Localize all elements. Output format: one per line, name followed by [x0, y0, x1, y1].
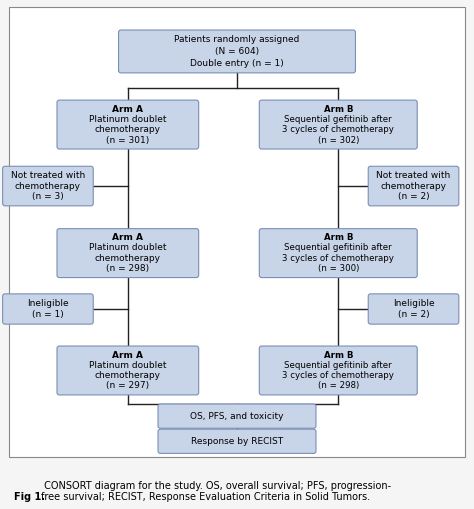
Text: Platinum doublet: Platinum doublet — [89, 115, 166, 124]
Text: 3 cycles of chemotherapy: 3 cycles of chemotherapy — [283, 125, 394, 134]
Text: (n = 301): (n = 301) — [106, 135, 149, 145]
FancyBboxPatch shape — [259, 100, 417, 149]
Text: (n = 2): (n = 2) — [398, 192, 429, 201]
Text: Sequential gefitinib after: Sequential gefitinib after — [284, 243, 392, 252]
FancyBboxPatch shape — [158, 404, 316, 428]
FancyBboxPatch shape — [57, 346, 199, 395]
Text: Ineligible: Ineligible — [392, 299, 434, 308]
FancyBboxPatch shape — [3, 294, 93, 324]
Text: Sequential gefitinib after: Sequential gefitinib after — [284, 361, 392, 370]
Text: Double entry (n = 1): Double entry (n = 1) — [190, 59, 284, 68]
Text: Ineligible: Ineligible — [27, 299, 69, 308]
Text: chemotherapy: chemotherapy — [95, 125, 161, 134]
Text: (n = 297): (n = 297) — [106, 381, 149, 390]
FancyBboxPatch shape — [118, 30, 356, 73]
Text: Platinum doublet: Platinum doublet — [89, 243, 166, 252]
Text: Not treated with: Not treated with — [11, 171, 85, 180]
Text: Arm B: Arm B — [324, 105, 353, 114]
Text: 3 cycles of chemotherapy: 3 cycles of chemotherapy — [283, 254, 394, 263]
Text: Patients randomly assigned: Patients randomly assigned — [174, 35, 300, 44]
Text: Arm A: Arm A — [112, 233, 143, 242]
Text: OS, PFS, and toxicity: OS, PFS, and toxicity — [190, 412, 284, 420]
Text: Response by RECIST: Response by RECIST — [191, 437, 283, 446]
Text: (n = 2): (n = 2) — [398, 310, 429, 319]
FancyBboxPatch shape — [259, 229, 417, 277]
Text: Not treated with: Not treated with — [376, 171, 451, 180]
Text: (n = 1): (n = 1) — [32, 310, 64, 319]
Text: 3 cycles of chemotherapy: 3 cycles of chemotherapy — [283, 371, 394, 380]
Text: chemotherapy: chemotherapy — [95, 254, 161, 263]
Text: Arm B: Arm B — [324, 233, 353, 242]
Text: Arm A: Arm A — [112, 351, 143, 359]
Text: (n = 300): (n = 300) — [318, 264, 359, 273]
Text: Arm B: Arm B — [324, 351, 353, 359]
Text: Fig 1.: Fig 1. — [14, 492, 45, 502]
Text: chemotherapy: chemotherapy — [95, 371, 161, 380]
Text: Arm A: Arm A — [112, 105, 143, 114]
FancyBboxPatch shape — [368, 294, 459, 324]
Text: Platinum doublet: Platinum doublet — [89, 361, 166, 370]
Text: CONSORT diagram for the study. OS, overall survival; PFS, progression-
free surv: CONSORT diagram for the study. OS, overa… — [41, 481, 392, 502]
Text: (n = 298): (n = 298) — [318, 381, 359, 390]
Text: (n = 302): (n = 302) — [318, 135, 359, 145]
Text: (n = 3): (n = 3) — [32, 192, 64, 201]
Text: (n = 298): (n = 298) — [106, 264, 149, 273]
FancyBboxPatch shape — [57, 100, 199, 149]
Text: Sequential gefitinib after: Sequential gefitinib after — [284, 115, 392, 124]
FancyBboxPatch shape — [368, 166, 459, 206]
Text: chemotherapy: chemotherapy — [381, 182, 447, 190]
FancyBboxPatch shape — [57, 229, 199, 277]
FancyBboxPatch shape — [3, 166, 93, 206]
Text: (N = 604): (N = 604) — [215, 47, 259, 56]
FancyBboxPatch shape — [158, 429, 316, 454]
Text: chemotherapy: chemotherapy — [15, 182, 81, 190]
FancyBboxPatch shape — [259, 346, 417, 395]
